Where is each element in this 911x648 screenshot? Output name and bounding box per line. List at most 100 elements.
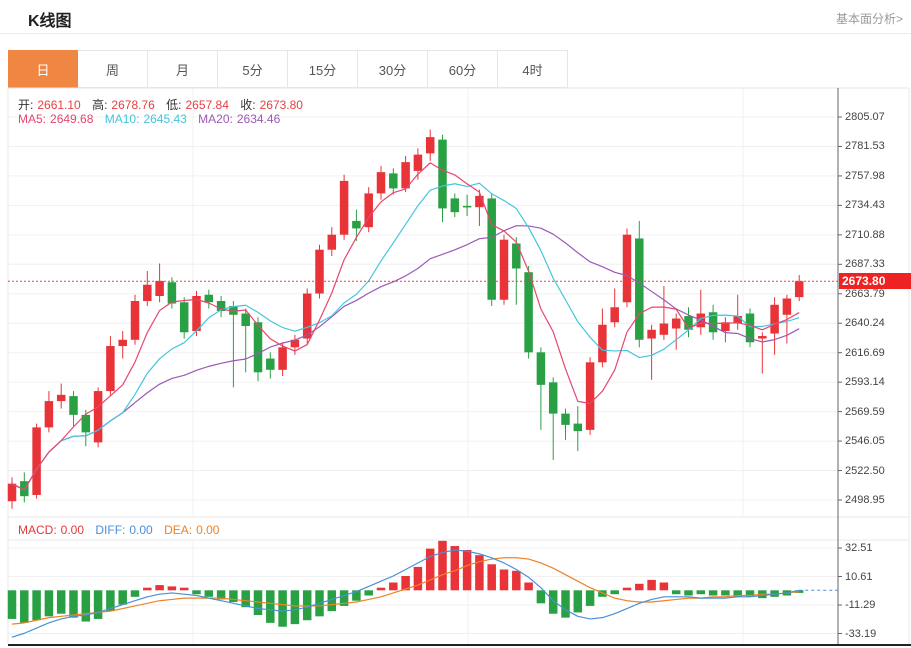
candle-body — [290, 339, 300, 348]
candle-body — [339, 180, 349, 235]
ma10-value: 2645.43 — [143, 112, 187, 126]
macd-bar — [438, 540, 447, 591]
price-tick-label-3: 2734.43 — [845, 199, 885, 212]
dea-value: 0.00 — [196, 523, 220, 537]
macd-bar — [671, 590, 681, 595]
candle-body — [278, 347, 287, 370]
macd-tick-label-0: 32.51 — [845, 542, 873, 554]
candle-body — [7, 483, 17, 502]
candle-body — [106, 346, 115, 392]
candle-body — [499, 239, 509, 300]
candle-body — [44, 401, 54, 428]
ma-legend: MA5: 2649.68 MA10: 2645.43 MA20: 2634.46 — [18, 112, 288, 126]
macd-bar — [216, 590, 226, 600]
fundamental-analysis-link[interactable]: 基本面分析> — [835, 12, 903, 26]
candle-body — [425, 137, 435, 154]
candle-body — [315, 249, 324, 294]
price-tick-label-7: 2640.24 — [845, 317, 885, 330]
candle-body — [721, 322, 730, 332]
candle-body — [32, 427, 41, 495]
ma20-label: MA20: — [198, 112, 233, 126]
macd-bar — [290, 590, 300, 625]
macd-bar — [561, 590, 570, 618]
ohlc-legend: 开: 2661.10 高: 2678.76 低: 2657.84 收: 2673.80 — [18, 96, 311, 113]
macd-bar — [192, 590, 201, 595]
diff-value: 0.00 — [129, 523, 153, 537]
macd-bar — [622, 587, 632, 591]
candle-body — [610, 307, 619, 323]
candle-body — [536, 352, 546, 385]
candlestick-series[interactable] — [7, 129, 804, 509]
candle-body — [659, 323, 669, 335]
macd-bar — [241, 590, 250, 608]
macd-bar — [93, 590, 103, 619]
price-tick-label-11: 2546.05 — [845, 435, 885, 448]
candle-body — [770, 304, 779, 334]
period-tabbar: 日周月 5分 15分 30分 60分 4时 — [8, 50, 568, 88]
tab-30分[interactable]: 30分 — [358, 50, 428, 88]
diff-line — [11, 549, 800, 638]
macd-bar — [536, 590, 546, 604]
ma10-label: MA10: — [104, 112, 140, 126]
macd-bar — [684, 590, 693, 596]
macd-bar — [7, 590, 17, 619]
tab-5分[interactable]: 5分 — [218, 50, 288, 88]
macd-bar — [130, 590, 140, 597]
macd-bar — [253, 590, 263, 616]
candle-body — [364, 193, 373, 228]
candle-body — [585, 362, 595, 430]
macd-bar — [770, 590, 779, 597]
macd-bar — [179, 587, 189, 591]
macd-bar — [155, 585, 164, 591]
candle-body — [401, 162, 410, 189]
price-tick-label-8: 2616.69 — [845, 346, 885, 359]
macd-bar — [69, 590, 78, 618]
open-label: 开: — [18, 98, 34, 112]
candle-body — [475, 195, 484, 208]
ma5-line — [11, 162, 800, 491]
candle-body — [118, 339, 127, 347]
macd-bar — [585, 590, 595, 606]
dea-line — [11, 557, 800, 625]
low-value: 2657.84 — [185, 98, 229, 112]
ma20-value: 2634.46 — [236, 112, 281, 126]
candle-body — [598, 324, 607, 363]
macd-series[interactable] — [7, 540, 804, 627]
macd-bar — [352, 590, 361, 601]
price-tick-label-5: 2687.33 — [845, 258, 885, 271]
tab-日[interactable]: 日 — [8, 50, 78, 88]
candle-body — [413, 154, 423, 171]
macd-bar — [524, 582, 533, 591]
candle-body — [302, 293, 312, 339]
macd-bar — [327, 590, 337, 612]
candle-body — [69, 396, 78, 415]
high-label: 高: — [92, 98, 108, 112]
candle-body — [561, 413, 570, 425]
candle-body — [647, 329, 656, 339]
macd-bar — [450, 546, 460, 591]
macd-tick-label-2: -11.29 — [845, 599, 876, 611]
price-tick-label-9: 2593.14 — [845, 376, 885, 389]
candle-body — [548, 382, 558, 414]
price-tick-label-10: 2569.59 — [845, 405, 885, 418]
candle-body — [758, 336, 767, 339]
ma5-value: 2649.68 — [50, 112, 94, 126]
candle-body — [81, 414, 91, 433]
candle-body — [266, 358, 275, 370]
macd-bar — [659, 582, 669, 591]
candle-body — [389, 173, 398, 189]
tab-60分[interactable]: 60分 — [428, 50, 498, 88]
macd-bar — [499, 569, 509, 591]
tab-月[interactable]: 月 — [148, 50, 218, 88]
macd-bar — [721, 590, 730, 596]
candle-body — [216, 301, 226, 312]
price-tick-label-13: 2498.95 — [845, 494, 885, 506]
candle-body — [130, 301, 140, 340]
macd-bar — [266, 590, 275, 623]
candle-body — [56, 394, 66, 402]
candle-body — [462, 205, 472, 208]
macd-tick-label-3: -33.19 — [845, 627, 877, 640]
candle-body — [204, 294, 214, 303]
macd-bar — [745, 590, 755, 597]
